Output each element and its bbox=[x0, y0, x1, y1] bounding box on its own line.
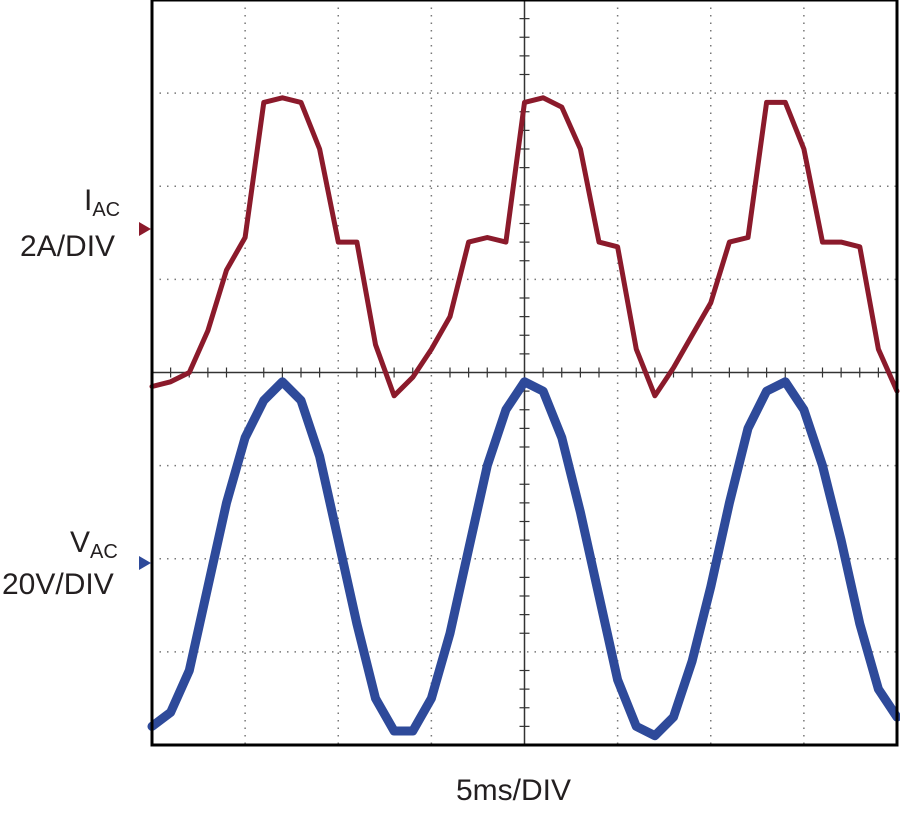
vac-marker bbox=[139, 556, 151, 570]
iac-scale: 2A/DIV bbox=[20, 230, 116, 263]
iac-subscript: AC bbox=[92, 199, 121, 221]
vac-subscript: AC bbox=[90, 541, 118, 563]
x-axis-label: 5ms/DIV bbox=[456, 774, 572, 807]
iac-marker bbox=[139, 222, 151, 236]
vac-scale: 20V/DIV bbox=[2, 568, 114, 601]
vac-label: VAC bbox=[70, 526, 118, 563]
vac-name: V bbox=[70, 526, 91, 559]
vac-trace bbox=[147, 377, 900, 741]
traces bbox=[147, 95, 900, 741]
iac-trace bbox=[149, 95, 900, 399]
iac-label: IAC bbox=[84, 184, 121, 221]
iac-name: I bbox=[84, 184, 93, 217]
plot-frame bbox=[150, 0, 899, 747]
center-axes bbox=[152, 0, 897, 745]
